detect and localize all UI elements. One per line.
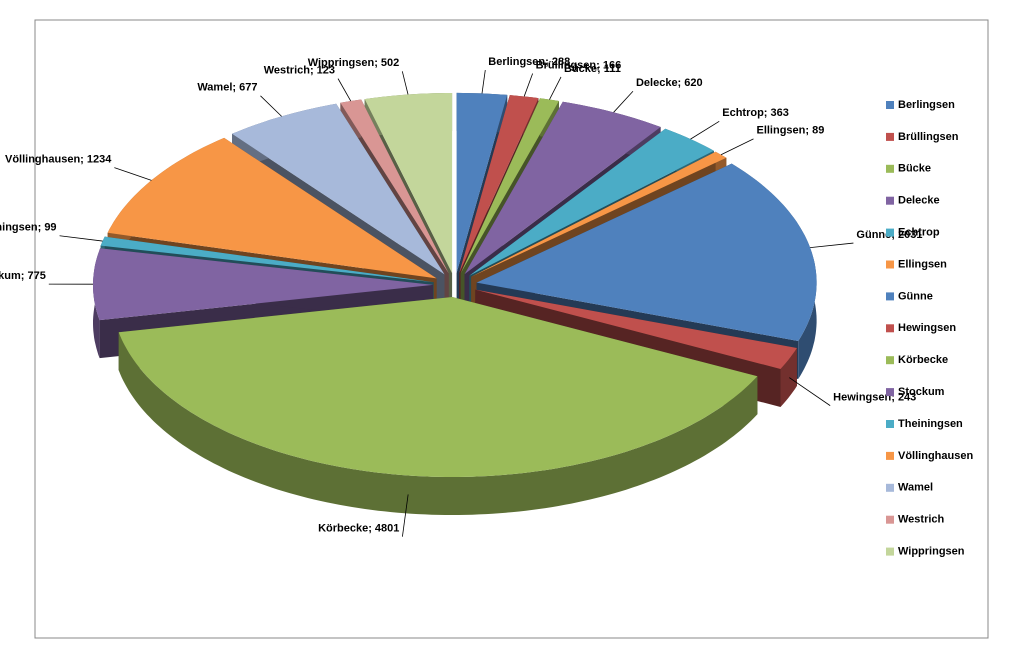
legend-swatch [886,101,894,109]
pie-slice [107,137,437,279]
legend-label: Brüllingsen [898,131,959,143]
leader-line [789,377,831,406]
slice-outer-wall [118,332,758,515]
legend-label: Günne [898,290,933,302]
leader-line [59,235,103,242]
data-label: Brüllingsen; 166 [536,59,622,71]
legend-swatch [886,228,894,237]
legend-label: Theiningsen [898,418,963,430]
leader-line [481,70,486,94]
leader-line [260,95,282,117]
pie-slice [475,289,797,369]
data-label: Theiningsen; 99 [0,222,57,234]
leader-line [401,71,409,95]
legend-label: Körbecke [898,354,948,366]
legend-swatch [886,515,894,524]
data-label: Körbecke; 4801 [318,523,399,535]
legend-swatch [886,483,894,492]
leader-line [720,138,754,156]
legend-swatch [886,164,894,173]
leader-line [810,242,854,249]
data-label: Völlinghausen; 1234 [5,154,112,166]
data-label: Bücke; 111 [564,63,621,75]
legend-label: Wippringsen [898,546,965,558]
pie-slice [471,151,727,277]
pie-slice [460,98,559,274]
data-label: Echtrop; 363 [722,107,789,119]
leader-line [690,120,720,140]
legend-label: Ellingsen [898,258,947,270]
data-label: Delecke; 620 [636,77,703,89]
leader-line [337,78,352,102]
leader-line [549,76,562,100]
data-label: Wamel; 677 [197,82,257,94]
legend-label: Echtrop [898,227,940,239]
legend-label: Völlinghausen [898,450,973,462]
legend-swatch [886,451,894,460]
legend: Berlingsen Brüllingsen Bücke Delecke Echtrop… [886,99,973,558]
pie-slice [118,297,758,477]
leader-line [402,494,409,537]
legend-label: Hewingsen [898,322,956,334]
pie-slice [464,101,661,275]
pie-slice [232,103,445,275]
legend-swatch [886,420,894,428]
legend-label: Wamel [898,482,933,494]
legend-swatch [886,132,894,141]
pie-slice [459,95,539,274]
legend-swatch [886,260,894,269]
data-label: Hewingsen; 243 [833,392,916,404]
slice-outer-wall [780,348,797,407]
legend-label: Berlingsen [898,99,955,111]
legend-swatch [886,356,894,365]
legend-label: Delecke [898,195,940,207]
pie-slice [93,248,433,321]
legend-swatch [886,388,894,397]
legend-swatch [886,324,894,333]
data-label: Stockum; 775 [0,270,46,282]
legend-label: Westrich [898,514,945,526]
pie-slice [476,163,817,341]
pie-slice [340,99,449,274]
legend-swatch [886,547,894,556]
pie-slice [100,236,434,283]
legend-swatch [886,292,894,301]
leader-line [523,73,534,97]
legend-swatch [886,196,894,205]
pie-slice [469,128,714,276]
pie-slice [364,93,453,273]
data-label: Ellingsen; 89 [756,125,824,137]
data-label: Wippringsen; 502 [308,57,400,69]
pie-slice [456,92,508,273]
leader-line [613,91,634,113]
data-label: Westrich; 123 [264,65,335,77]
legend-label: Stockum [898,386,945,398]
leader-line [114,167,152,181]
data-label: Berlingsen; 288 [488,56,570,68]
pie-tops [93,92,817,477]
legend-label: Bücke [898,163,931,175]
